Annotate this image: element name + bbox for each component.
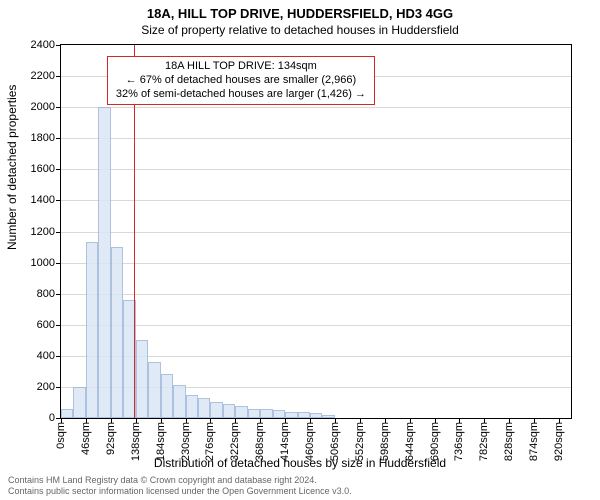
annotation-box: 18A HILL TOP DRIVE: 134sqm← 67% of detac… <box>107 56 375 105</box>
xtick-label: 184sqm <box>155 418 167 461</box>
histogram-bar <box>61 409 73 418</box>
xtick-label: 230sqm <box>180 418 192 461</box>
gridline <box>61 107 571 108</box>
footer-line2: Contains public sector information licen… <box>8 486 352 496</box>
xtick-label: 598sqm <box>379 418 391 461</box>
ytick-label: 1600 <box>31 163 61 175</box>
gridline <box>61 138 571 139</box>
ytick-label: 200 <box>37 381 61 393</box>
histogram-bar <box>173 385 185 418</box>
footer-line1: Contains HM Land Registry data © Crown c… <box>8 475 352 485</box>
xtick-label: 0sqm <box>55 418 67 449</box>
gridline <box>61 263 571 264</box>
chart-title-line2: Size of property relative to detached ho… <box>0 21 600 37</box>
histogram-bar <box>223 404 235 418</box>
x-axis-label: Distribution of detached houses by size … <box>0 456 600 470</box>
annotation-line1: 18A HILL TOP DRIVE: 134sqm <box>116 60 366 74</box>
gridline <box>61 325 571 326</box>
histogram-bar <box>260 409 272 418</box>
ytick-label: 400 <box>37 350 61 362</box>
annotation-line2: ← 67% of detached houses are smaller (2,… <box>116 74 366 88</box>
xtick-label: 874sqm <box>528 418 540 461</box>
xtick-label: 276sqm <box>204 418 216 461</box>
histogram-bar <box>111 247 123 418</box>
ytick-label: 2400 <box>31 39 61 51</box>
histogram-bar <box>186 395 198 418</box>
histogram-bar <box>148 362 160 418</box>
xtick-label: 782sqm <box>478 418 490 461</box>
xtick-label: 368sqm <box>254 418 266 461</box>
y-axis-label: Number of detached properties <box>5 85 19 250</box>
xtick-label: 322sqm <box>229 418 241 461</box>
chart-title-line1: 18A, HILL TOP DRIVE, HUDDERSFIELD, HD3 4… <box>0 0 600 21</box>
ytick-label: 2000 <box>31 101 61 113</box>
ytick-label: 2200 <box>31 70 61 82</box>
xtick-label: 92sqm <box>105 418 117 455</box>
gridline <box>61 200 571 201</box>
gridline <box>61 169 571 170</box>
annotation-line3: 32% of semi-detached houses are larger (… <box>116 88 366 102</box>
gridline <box>61 294 571 295</box>
gridline <box>61 232 571 233</box>
histogram-bar <box>73 387 85 418</box>
histogram-bar <box>248 409 260 418</box>
histogram-bar <box>136 340 148 418</box>
plot-region: 0200400600800100012001400160018002000220… <box>60 44 572 419</box>
chart-area: 0200400600800100012001400160018002000220… <box>60 44 572 419</box>
ytick-label: 800 <box>37 288 61 300</box>
ytick-label: 1200 <box>31 226 61 238</box>
xtick-label: 736sqm <box>453 418 465 461</box>
ytick-label: 600 <box>37 319 61 331</box>
histogram-bar <box>273 410 285 418</box>
xtick-label: 506sqm <box>329 418 341 461</box>
xtick-label: 414sqm <box>279 418 291 461</box>
xtick-label: 828sqm <box>503 418 515 461</box>
xtick-label: 552sqm <box>354 418 366 461</box>
xtick-label: 920sqm <box>553 418 565 461</box>
xtick-label: 460sqm <box>304 418 316 461</box>
footer-attribution: Contains HM Land Registry data © Crown c… <box>8 475 352 496</box>
histogram-bar <box>86 242 98 418</box>
histogram-bar <box>235 406 247 418</box>
xtick-label: 644sqm <box>404 418 416 461</box>
histogram-bar <box>161 374 173 418</box>
xtick-label: 46sqm <box>80 418 92 455</box>
ytick-label: 1400 <box>31 194 61 206</box>
histogram-bar <box>210 402 222 418</box>
xtick-label: 138sqm <box>130 418 142 461</box>
ytick-label: 1000 <box>31 257 61 269</box>
histogram-bar <box>98 107 110 418</box>
histogram-bar <box>198 398 210 418</box>
xtick-label: 690sqm <box>429 418 441 461</box>
ytick-label: 1800 <box>31 132 61 144</box>
